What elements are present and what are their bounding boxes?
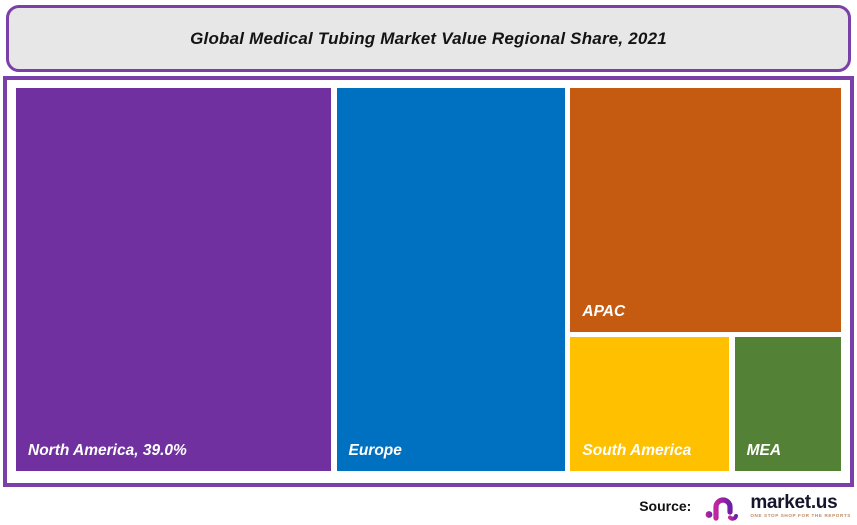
treemap-frame: North America, 39.0% Europe APAC South A… [3, 76, 854, 487]
treemap-block-south-america: South America [570, 336, 729, 471]
source-row: Source: market.us ONE STOP SHOP FOR THE … [639, 489, 851, 523]
treemap-block-europe: Europe [336, 88, 565, 471]
chart-title: Global Medical Tubing Market Value Regio… [190, 28, 667, 48]
treemap-label-north-america: North America, 39.0% [28, 442, 187, 459]
source-label: Source: [639, 498, 692, 514]
treemap-block-north-america: North America, 39.0% [16, 88, 332, 471]
treemap-block-apac: APAC [570, 88, 841, 332]
treemap-label-mea: MEA [746, 441, 782, 459]
marketus-logo-text: market.us ONE STOP SHOP FOR THE REPORTS [750, 493, 851, 519]
marketus-logo-icon [705, 492, 740, 521]
treemap: North America, 39.0% Europe APAC South A… [16, 88, 841, 471]
chart-title-box: Global Medical Tubing Market Value Regio… [6, 5, 851, 72]
marketus-brand-text: market.us [750, 492, 838, 514]
treemap-label-south-america: South America [582, 441, 692, 459]
treemap-label-europe: Europe [348, 442, 402, 459]
treemap-label-apac: APAC [582, 302, 626, 320]
treemap-block-mea: MEA [734, 336, 841, 471]
marketus-logo: market.us ONE STOP SHOP FOR THE REPORTS [705, 490, 851, 522]
marketus-tagline: ONE STOP SHOP FOR THE REPORTS [750, 513, 851, 519]
